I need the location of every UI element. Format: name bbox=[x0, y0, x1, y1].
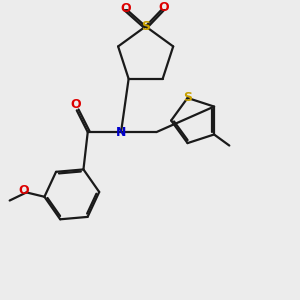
Text: O: O bbox=[70, 98, 81, 111]
Text: O: O bbox=[19, 184, 29, 197]
Text: O: O bbox=[158, 1, 169, 14]
Text: N: N bbox=[116, 126, 126, 139]
Text: S: S bbox=[141, 20, 150, 33]
Text: S: S bbox=[183, 92, 192, 104]
Text: O: O bbox=[120, 2, 131, 15]
